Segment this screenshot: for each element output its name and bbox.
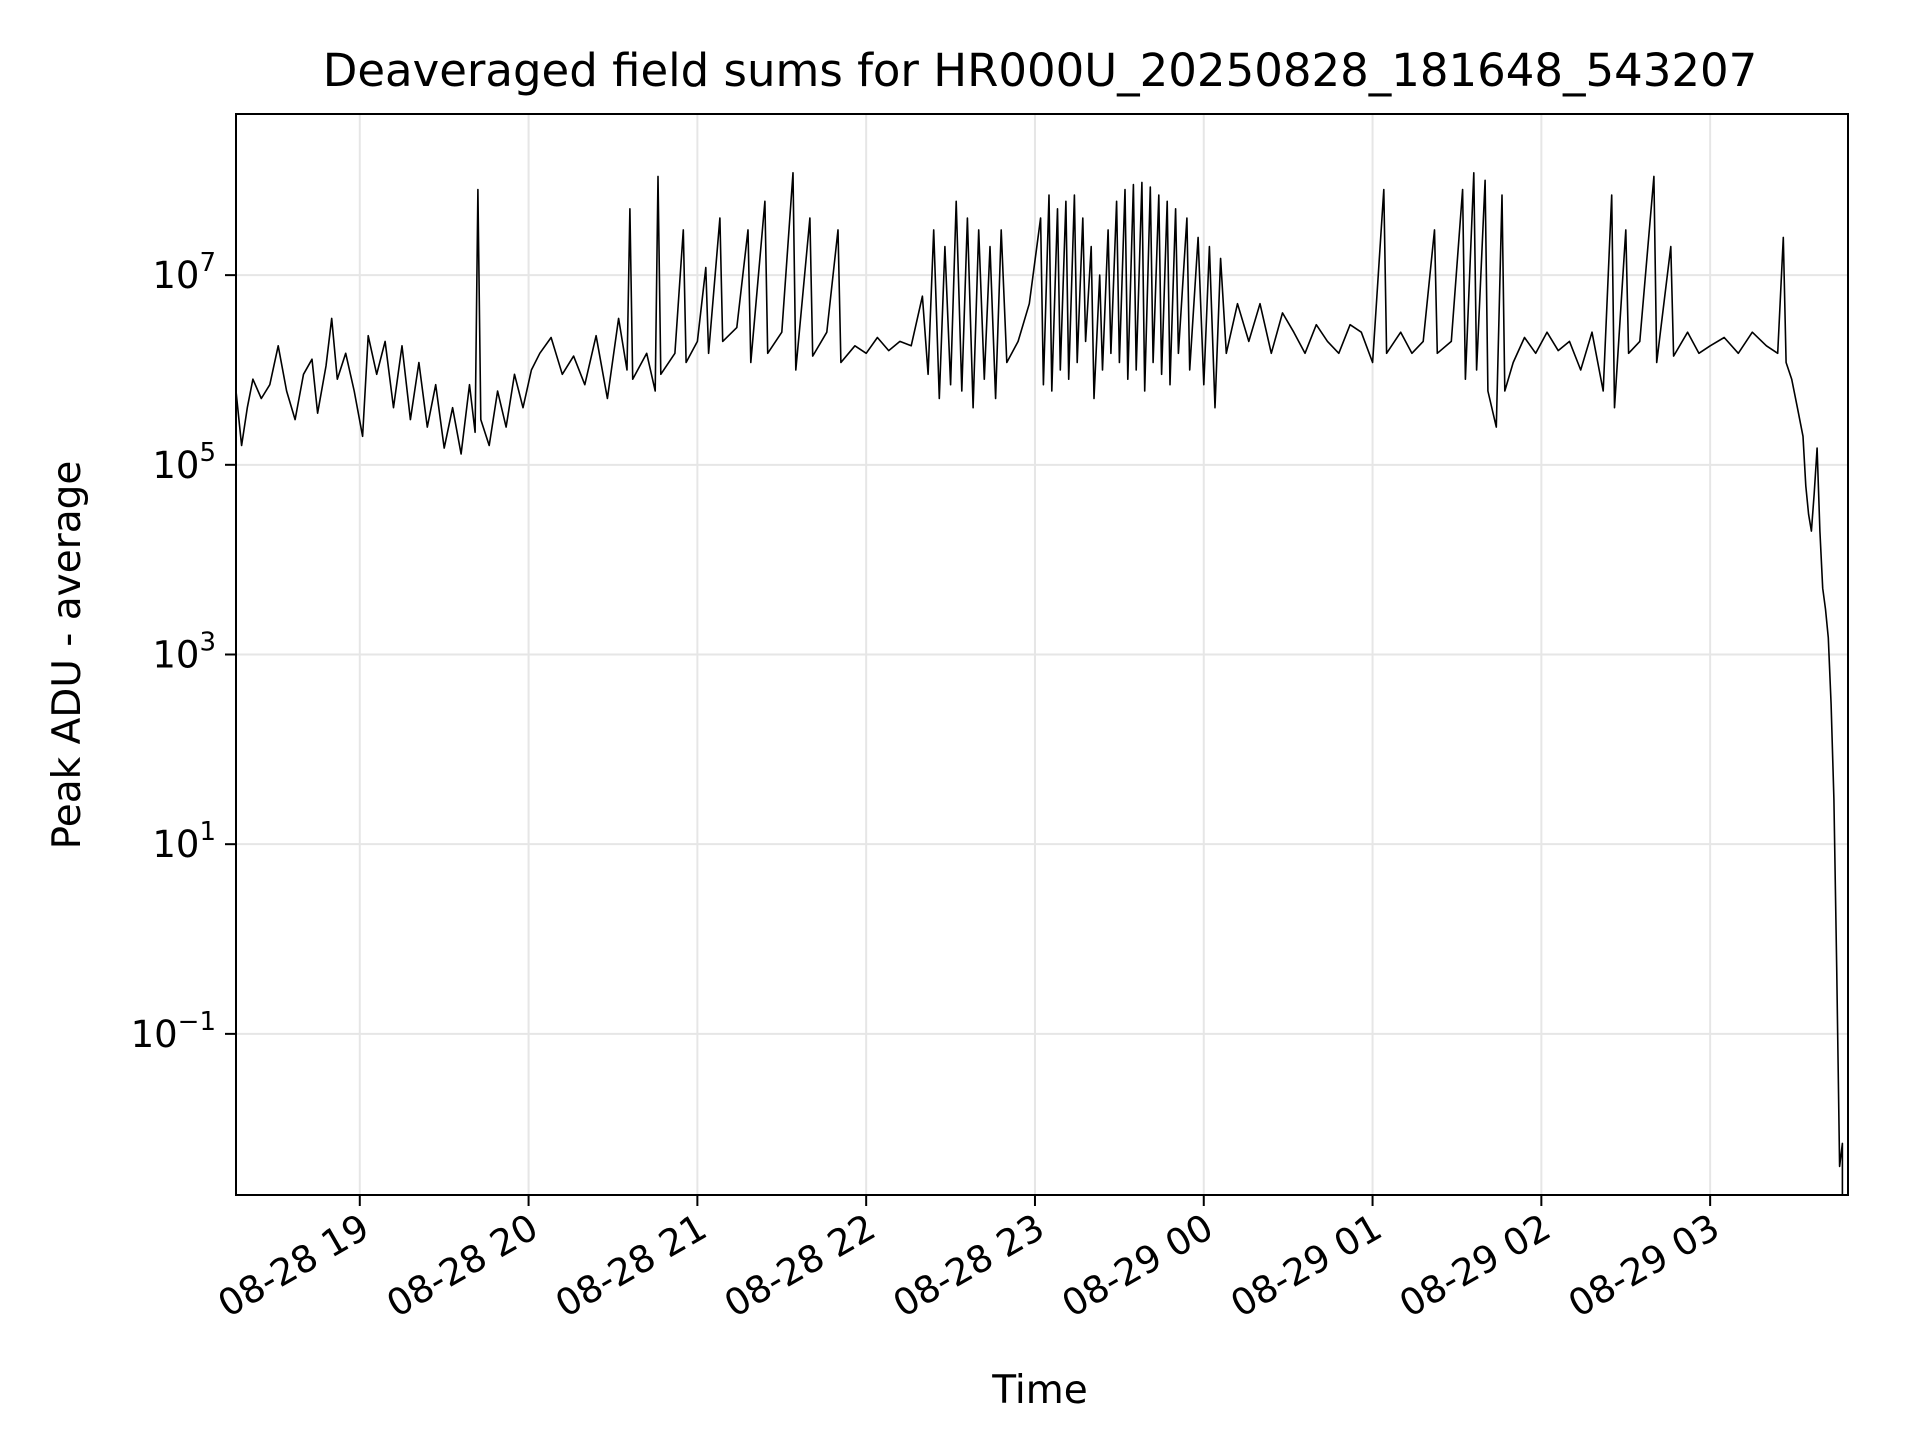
chart-title: Deaveraged field sums for HR000U_2025082… bbox=[323, 44, 1758, 97]
y-tick-label: 103 bbox=[152, 628, 216, 677]
y-axis-label: Peak ADU - average bbox=[45, 461, 90, 850]
y-tick-label: 101 bbox=[152, 817, 216, 866]
y-tick-label: 10−1 bbox=[131, 1007, 216, 1056]
series-line bbox=[235, 172, 1844, 1195]
grid bbox=[236, 114, 1848, 1195]
y-tick-label: 107 bbox=[152, 248, 216, 297]
y-tick-label: 105 bbox=[152, 438, 216, 487]
x-axis-label: Time bbox=[991, 1368, 1087, 1413]
plot-area bbox=[235, 172, 1844, 1195]
y-axis-ticks: 107 105 103 101 10−1 bbox=[131, 248, 236, 1056]
